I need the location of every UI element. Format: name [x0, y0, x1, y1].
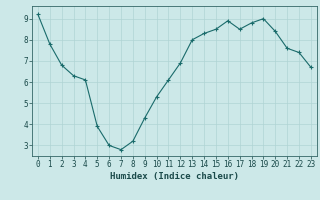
X-axis label: Humidex (Indice chaleur): Humidex (Indice chaleur) — [110, 172, 239, 181]
